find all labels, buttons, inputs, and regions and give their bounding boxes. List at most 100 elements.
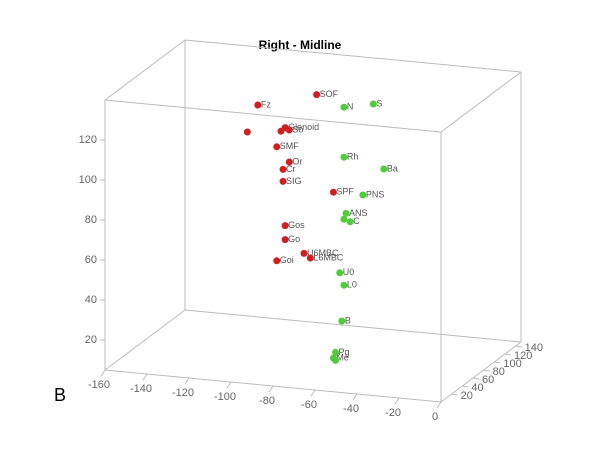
point-label: B	[345, 315, 351, 325]
chart-title: Right - Midline	[259, 38, 342, 52]
point	[277, 127, 285, 135]
x-tick-label: -40	[343, 403, 359, 415]
y-tick	[504, 353, 512, 356]
point-label: Ba	[387, 163, 398, 173]
x-tick-label: -100	[214, 391, 236, 403]
point-label: So	[292, 124, 303, 134]
point	[369, 100, 377, 108]
frame-edge	[440, 71, 522, 133]
point	[338, 317, 346, 325]
frame-edge	[184, 39, 522, 73]
x-tick-label: -80	[259, 395, 275, 407]
point-label: PNS	[366, 189, 385, 199]
x-tick-label: -20	[385, 407, 401, 419]
y-tick-label: 60	[482, 374, 494, 386]
z-tick-label: 100	[79, 174, 97, 186]
point-label: ANS	[349, 208, 368, 218]
frame-edge	[104, 39, 186, 101]
x-tick-label: -120	[172, 387, 194, 399]
point	[273, 143, 281, 151]
x-tick-label: -60	[301, 399, 317, 411]
point-label: L6MBC	[313, 252, 344, 262]
point	[281, 236, 289, 244]
panel-label: B	[54, 385, 66, 405]
point-label: N	[347, 102, 354, 112]
point	[329, 188, 337, 196]
point-label: Glenoid	[288, 122, 319, 132]
y-tick	[462, 385, 469, 388]
point-label: C	[353, 216, 360, 226]
y-tick	[483, 369, 490, 372]
point	[342, 209, 350, 217]
x-tick	[100, 369, 106, 377]
x-tick	[352, 393, 358, 401]
frame-edge	[104, 309, 186, 371]
point-label: U0	[343, 267, 355, 277]
y-tick	[494, 361, 501, 364]
point-label: Pg	[339, 347, 350, 357]
x-tick	[268, 385, 274, 393]
point	[359, 191, 367, 199]
x-tick-label: 0	[432, 411, 438, 423]
point	[340, 281, 348, 289]
frame-edge	[184, 309, 522, 343]
point-label: SPF	[336, 187, 354, 197]
point	[285, 158, 293, 166]
y-tick	[451, 393, 458, 396]
point	[306, 254, 314, 262]
point	[243, 128, 251, 136]
x-tick-label: -160	[88, 379, 110, 391]
z-tick-label: 120	[79, 134, 97, 146]
point	[346, 218, 354, 226]
point-label: SMF	[280, 141, 300, 151]
point	[380, 165, 388, 173]
y-tick-label: 20	[461, 390, 473, 402]
x-tick	[226, 381, 232, 389]
point	[332, 356, 340, 364]
point-label: L0	[347, 280, 357, 290]
point	[279, 177, 287, 185]
point-label: Go	[288, 234, 300, 244]
point	[279, 165, 287, 173]
point	[254, 101, 262, 109]
frame-edge	[440, 341, 522, 403]
y-tick-label: 40	[471, 382, 483, 394]
z-tick-label: 60	[85, 254, 97, 266]
point	[281, 222, 289, 230]
point	[340, 103, 348, 111]
point-label: Cr	[286, 164, 296, 174]
z-tick-label: 20	[85, 334, 97, 346]
x-tick	[310, 389, 316, 397]
point	[332, 348, 340, 356]
point	[313, 91, 321, 99]
point-label: SOF	[320, 89, 339, 99]
y-tick	[472, 377, 480, 380]
x-tick	[436, 401, 442, 409]
y-tick	[515, 345, 522, 348]
point-label: U6MBC	[307, 248, 339, 258]
point-label: Goi	[280, 255, 294, 265]
z-tick-label: 80	[85, 214, 97, 226]
y-tick-label: 140	[525, 342, 543, 354]
point-label: Me	[336, 353, 349, 363]
point-label: Rh	[347, 152, 359, 162]
z-tick-label: 40	[85, 294, 97, 306]
point	[340, 153, 348, 161]
y-tick-label: 80	[493, 366, 505, 378]
x-tick	[184, 377, 190, 385]
x-tick	[142, 373, 148, 381]
point-label: S	[376, 98, 382, 108]
point	[273, 257, 281, 265]
point	[285, 126, 293, 134]
point-label: Gos	[288, 220, 305, 230]
point-label: Fz	[261, 99, 271, 109]
y-tick-label: 120	[514, 350, 532, 362]
point-label: Or	[292, 156, 302, 166]
x-tick-label: -140	[130, 383, 152, 395]
point-label: SIG	[286, 176, 302, 186]
y-tick-label: 100	[503, 358, 521, 370]
point	[336, 269, 344, 277]
frame-edge	[104, 99, 442, 133]
point	[340, 215, 348, 223]
